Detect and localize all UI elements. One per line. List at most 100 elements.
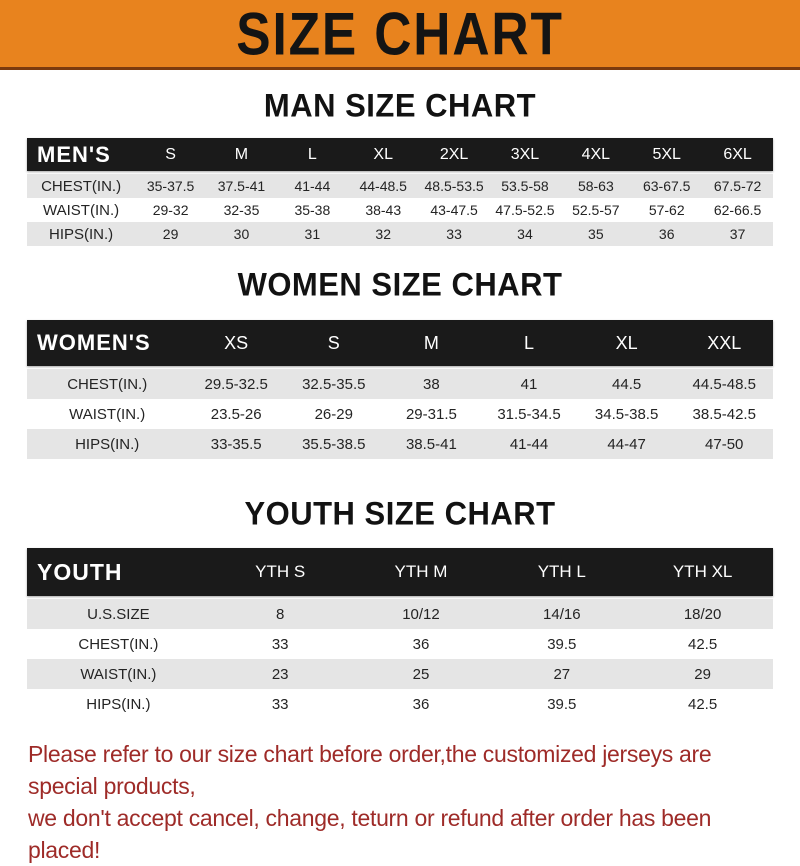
youth-cell-3-0: 33: [271, 695, 289, 713]
youth-cell-0-3: 18/20: [683, 605, 722, 623]
mens-column-header-1: M: [234, 145, 249, 163]
youth-row-2: WAIST(IN.) 23 25 27 29: [27, 659, 773, 689]
womens-cell-0-2: 38: [423, 375, 440, 393]
mens-row-label-0: CHEST(IN.): [41, 177, 122, 195]
women-size-section: WOMEN SIZE CHART WOMEN'S XS S M L XL XXL CHEST(…: [0, 265, 800, 459]
mens-cell-1-1: 32-35: [223, 202, 260, 218]
mens-row-label-1: WAIST(IN.): [43, 201, 120, 219]
mens-cell-0-0: 35-37.5: [146, 178, 195, 194]
man-size-section: MAN SIZE CHART MEN'S S M L XL 2XL 3XL 4XL 5XL 6XL…: [0, 86, 800, 246]
mens-cell-0-1: 37.5-41: [217, 178, 266, 194]
youth-cell-3-1: 36: [412, 695, 430, 713]
mens-cell-1-7: 57-62: [648, 202, 685, 218]
womens-cell-0-0: 29.5-32.5: [204, 375, 268, 393]
mens-cell-1-4: 43-47.5: [430, 202, 478, 218]
mens-cell-2-2: 31: [304, 226, 321, 242]
size-chart-banner: SIZE CHART: [0, 0, 800, 70]
youth-row-label-2: WAIST(IN.): [80, 665, 157, 683]
womens-cell-2-1: 35.5-38.5: [302, 435, 366, 453]
youth-row-label-3: HIPS(IN.): [86, 695, 151, 713]
womens-row-0: CHEST(IN.) 29.5-32.5 32.5-35.5 38 41 44.5 44.5…: [27, 369, 773, 399]
womens-cell-2-0: 33-35.5: [210, 435, 262, 453]
youth-cell-1-0: 33: [271, 635, 289, 653]
mens-cell-1-0: 29-32: [152, 202, 189, 218]
youth-cell-1-1: 36: [412, 635, 430, 653]
youth-cell-1-2: 39.5: [547, 635, 577, 653]
womens-row-label-1: WAIST(IN.): [69, 405, 146, 423]
mens-column-header-5: 3XL: [510, 145, 540, 163]
youth-row-3: HIPS(IN.) 33 36 39.5 42.5: [27, 689, 773, 719]
womens-cell-1-0: 23.5-26: [210, 405, 262, 423]
womens-cell-2-3: 41-44: [509, 435, 549, 453]
youth-corner-label: YOUTH: [37, 558, 123, 585]
womens-cell-1-3: 31.5-34.5: [497, 405, 561, 423]
womens-cell-1-5: 38.5-42.5: [692, 405, 756, 423]
youth-cell-2-3: 29: [694, 665, 711, 683]
womens-cell-0-4: 44.5: [612, 375, 642, 393]
women-size-heading: WOMEN SIZE CHART: [237, 265, 563, 304]
youth-column-header-1: YTH M: [394, 562, 448, 581]
mens-row-1: WAIST(IN.) 29-32 32-35 35-38 38-43 43-47.5 47.…: [27, 198, 773, 222]
mens-cell-0-8: 67.5-72: [713, 178, 762, 194]
mens-cell-2-1: 30: [233, 226, 250, 242]
womens-cell-1-4: 34.5-38.5: [594, 405, 659, 423]
banner-title: SIZE CHART: [236, 0, 564, 67]
womens-column-header-1: S: [327, 332, 340, 353]
youth-row-label-1: CHEST(IN.): [78, 635, 159, 653]
youth-cell-1-3: 42.5: [688, 635, 718, 653]
youth-cell-2-1: 25: [412, 665, 430, 683]
youth-column-header-0: YTH S: [255, 562, 306, 581]
mens-cell-0-7: 63-67.5: [642, 178, 691, 194]
womens-row-label-2: HIPS(IN.): [75, 435, 140, 453]
mens-cell-2-6: 35: [588, 226, 604, 242]
mens-column-header-0: S: [165, 145, 176, 163]
womens-size-table: WOMEN'S XS S M L XL XXL CHEST(IN.) 29.5-32.5 32.5…: [27, 320, 773, 459]
womens-row-label-0: CHEST(IN.): [67, 375, 148, 393]
mens-cell-0-2: 41-44: [294, 178, 331, 194]
mens-size-table: MEN'S S M L XL 2XL 3XL 4XL 5XL 6XL CHEST(IN.) 35-37…: [27, 138, 773, 246]
womens-column-header-5: XXL: [707, 332, 742, 353]
mens-cell-2-4: 33: [446, 226, 462, 242]
mens-cell-0-4: 48.5-53.5: [424, 178, 484, 194]
mens-column-header-7: 5XL: [652, 145, 681, 163]
womens-column-header-4: XL: [615, 332, 638, 353]
mens-column-header-4: 2XL: [439, 145, 469, 163]
womens-column-header-3: L: [524, 332, 535, 353]
youth-cell-3-2: 39.5: [547, 695, 577, 713]
womens-cell-2-2: 38.5-41: [405, 435, 457, 453]
youth-row-0: U.S.SIZE 8 10/12 14/16 18/20: [27, 599, 773, 629]
mens-cell-1-8: 62-66.5: [713, 202, 762, 218]
mens-column-header-8: 6XL: [723, 145, 752, 163]
youth-cell-2-2: 27: [553, 665, 571, 683]
youth-column-header-3: YTH XL: [672, 562, 733, 581]
youth-size-heading: YOUTH SIZE CHART: [244, 494, 556, 533]
youth-size-section: YOUTH SIZE CHART YOUTH YTH S YTH M YTH L YTH…: [0, 494, 800, 719]
mens-row-0: CHEST(IN.) 35-37.5 37.5-41 41-44 44-48.5 48.5…: [27, 174, 773, 198]
youth-cell-0-1: 10/12: [402, 605, 440, 623]
youth-header-bar: YOUTH YTH S YTH M YTH L YTH XL: [27, 548, 773, 596]
womens-row-1: WAIST(IN.) 23.5-26 26-29 29-31.5 31.5-34.5 34…: [27, 399, 773, 429]
mens-cell-2-8: 37: [729, 226, 746, 242]
youth-cell-3-3: 42.5: [688, 695, 718, 713]
man-size-heading: MAN SIZE CHART: [263, 86, 537, 125]
womens-corner-label: WOMEN'S: [37, 330, 151, 355]
mens-cell-0-5: 53.5-58: [501, 178, 549, 194]
youth-row-1: CHEST(IN.) 33 36 39.5 42.5: [27, 629, 773, 659]
mens-corner-label: MEN'S: [37, 141, 111, 167]
mens-row-2: HIPS(IN.) 29 30 31 32 33 34 35 36 37: [27, 222, 773, 246]
youth-column-header-2: YTH L: [537, 562, 586, 581]
youth-size-table: YOUTH YTH S YTH M YTH L YTH XL U.S.SIZE 8 10/12…: [27, 548, 773, 719]
mens-column-header-2: L: [307, 145, 317, 163]
womens-header-bar: WOMEN'S XS S M L XL XXL: [27, 320, 773, 366]
mens-cell-2-0: 29: [162, 226, 179, 242]
mens-cell-0-6: 58-63: [577, 178, 614, 194]
mens-cell-2-7: 36: [658, 226, 675, 242]
mens-cell-1-6: 52.5-57: [572, 202, 620, 218]
youth-row-label-0: U.S.SIZE: [87, 605, 150, 623]
womens-cell-2-4: 44-47: [607, 435, 646, 453]
youth-cell-2-0: 23: [271, 665, 289, 683]
mens-cell-1-2: 35-38: [294, 202, 331, 218]
mens-row-label-2: HIPS(IN.): [48, 225, 114, 243]
womens-cell-1-2: 29-31.5: [405, 405, 457, 423]
youth-cell-0-2: 14/16: [543, 605, 581, 623]
